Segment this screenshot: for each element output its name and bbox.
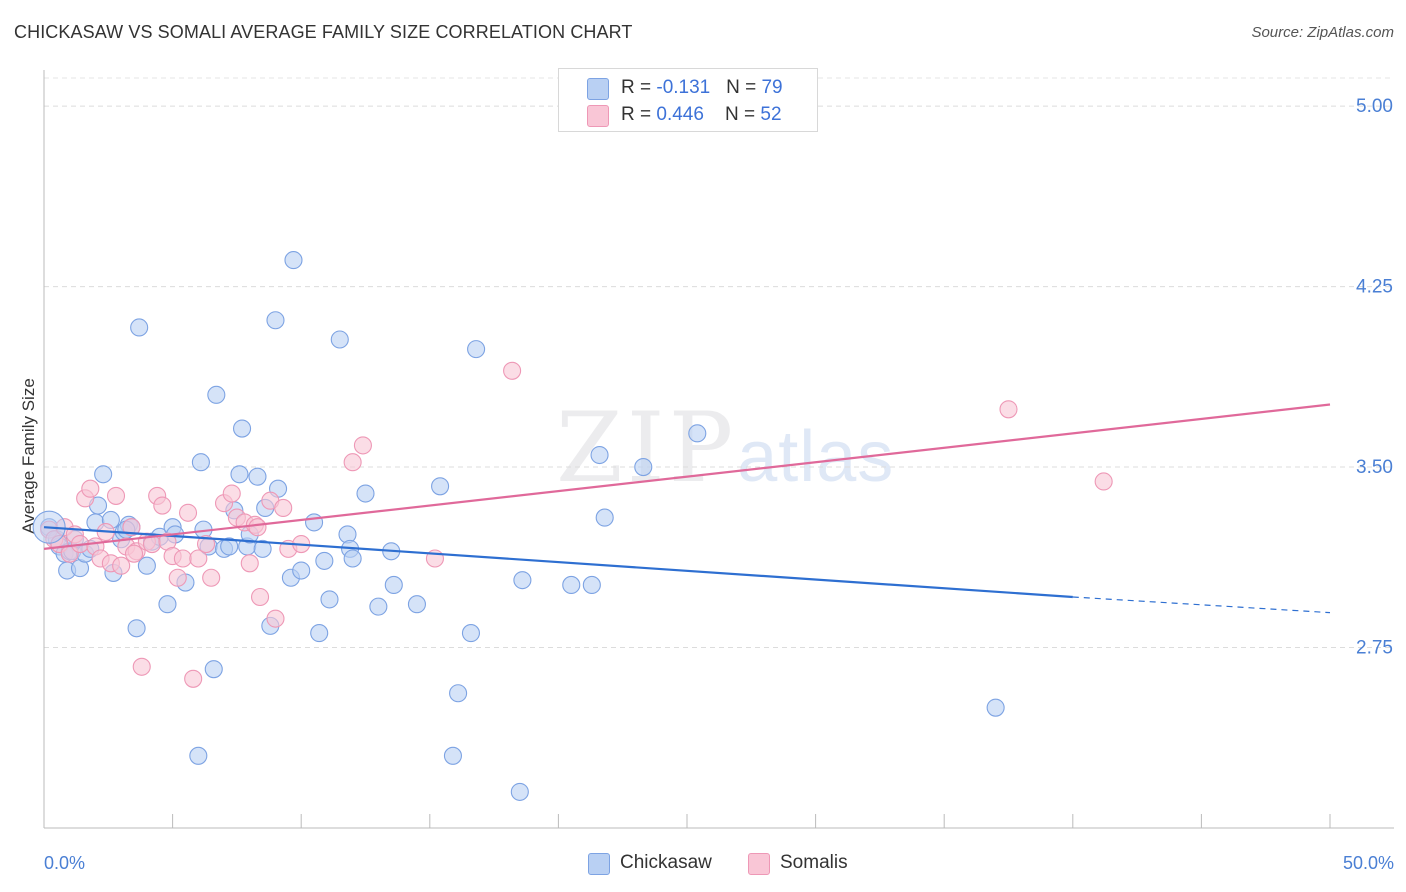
somalis-point	[266, 609, 285, 628]
chickasaw-point	[343, 549, 362, 568]
y-tick-label: 3.50	[1356, 457, 1393, 478]
chickasaw-point	[986, 698, 1005, 717]
chickasaw-point	[284, 251, 303, 270]
chickasaw-point	[590, 445, 609, 465]
chickasaw-point	[94, 465, 113, 484]
legend-r-label: R =	[621, 104, 657, 125]
somalis-point	[503, 361, 522, 380]
chickasaw-label: Chickasaw	[620, 852, 712, 873]
chickasaw-point	[305, 513, 324, 532]
legend-r-value: -0.131	[656, 77, 711, 98]
somalis-point	[122, 518, 141, 537]
legend-r-label: R =	[621, 77, 657, 98]
chickasaw-point	[130, 318, 149, 337]
somalis-point	[178, 503, 198, 522]
chickasaw-point	[320, 590, 339, 609]
somalis-swatch	[587, 105, 609, 127]
chickasaw-point	[431, 477, 450, 496]
somalis-point	[112, 556, 131, 575]
somalis-point	[999, 400, 1018, 419]
somalis-point	[274, 498, 293, 518]
somalis-point	[184, 669, 203, 688]
somalis-point	[202, 568, 221, 587]
chickasaw-point	[207, 385, 226, 404]
chickasaw-point	[582, 575, 601, 595]
y-axis-label: Average Family Size	[19, 378, 38, 534]
chickasaw-point	[688, 424, 707, 443]
somalis-label: Somalis	[780, 852, 848, 873]
somalis-point	[189, 549, 208, 568]
chickasaw-point	[330, 330, 349, 349]
somalis-point	[222, 484, 241, 503]
legend-n-label: N =	[726, 77, 762, 98]
y-tick-label: 4.25	[1356, 277, 1393, 298]
somalis-point	[250, 587, 270, 607]
chickasaw-point	[253, 539, 272, 558]
correlation-legend: R = -0.131 N = 79 R = 0.446 N = 52	[558, 68, 818, 132]
chickasaw-point	[369, 597, 388, 616]
chickasaw-point	[310, 624, 329, 643]
chickasaw-trendline-extension	[1072, 596, 1331, 614]
somalis-point	[173, 549, 192, 568]
somalis-swatch	[748, 853, 770, 875]
chickasaw-point	[443, 746, 462, 765]
chickasaw-point	[562, 575, 581, 595]
somalis-point	[106, 486, 126, 505]
chart-source: Source: ZipAtlas.com	[1251, 24, 1394, 41]
chickasaw-point	[595, 508, 614, 527]
chickasaw-point	[266, 311, 285, 330]
chickasaw-point	[510, 782, 529, 801]
y-tick-label: 5.00	[1356, 96, 1393, 117]
legend-n-label: N =	[725, 104, 761, 125]
x-tick-label-min: 0.0%	[44, 853, 85, 873]
chickasaw-point	[461, 624, 481, 643]
chickasaw-point	[513, 571, 532, 590]
somalis-point	[240, 554, 259, 573]
chickasaw-point	[467, 340, 486, 359]
chickasaw-point	[230, 465, 249, 484]
somalis-point	[248, 518, 267, 537]
legend-n-value: 52	[760, 104, 782, 125]
chickasaw-point	[220, 537, 239, 556]
watermark-zip: ZIP	[556, 392, 738, 504]
chickasaw-point	[634, 457, 653, 477]
somalis-point	[343, 453, 362, 472]
chickasaw-trendline	[43, 526, 1073, 599]
chickasaw-point	[127, 619, 146, 638]
chickasaw-point	[315, 551, 334, 570]
chickasaw-point	[191, 453, 210, 472]
somalis-point	[124, 544, 144, 563]
somalis-point	[1094, 472, 1113, 491]
legend-n-value: 79	[761, 77, 783, 98]
chart-title: CHICKASAW VS SOMALI AVERAGE FAMILY SIZE …	[14, 22, 633, 42]
somalis-trendline	[43, 403, 1331, 550]
chickasaw-point	[158, 595, 177, 614]
chickasaw-point	[137, 556, 156, 575]
y-tick-label: 2.75	[1356, 638, 1393, 659]
somalis-point	[196, 535, 216, 554]
legend-r-value: 0.446	[656, 104, 704, 125]
somalis-point	[353, 436, 372, 455]
chickasaw-point	[384, 575, 403, 595]
chickasaw-point	[292, 561, 311, 580]
somalis-point	[81, 479, 100, 498]
chickasaw-point	[248, 467, 267, 486]
chickasaw-point	[407, 595, 426, 614]
chickasaw-point	[189, 746, 208, 765]
somalis-point	[168, 568, 187, 587]
x-tick-label-max: 50.0%	[1343, 853, 1394, 873]
chickasaw-point	[204, 660, 223, 679]
chickasaw-swatch	[587, 78, 609, 100]
chickasaw-swatch	[588, 853, 610, 875]
chickasaw-point	[232, 419, 252, 438]
somalis-point	[153, 496, 172, 515]
somalis-point	[132, 657, 151, 676]
chickasaw-point	[449, 684, 468, 703]
chickasaw-point	[356, 484, 375, 503]
